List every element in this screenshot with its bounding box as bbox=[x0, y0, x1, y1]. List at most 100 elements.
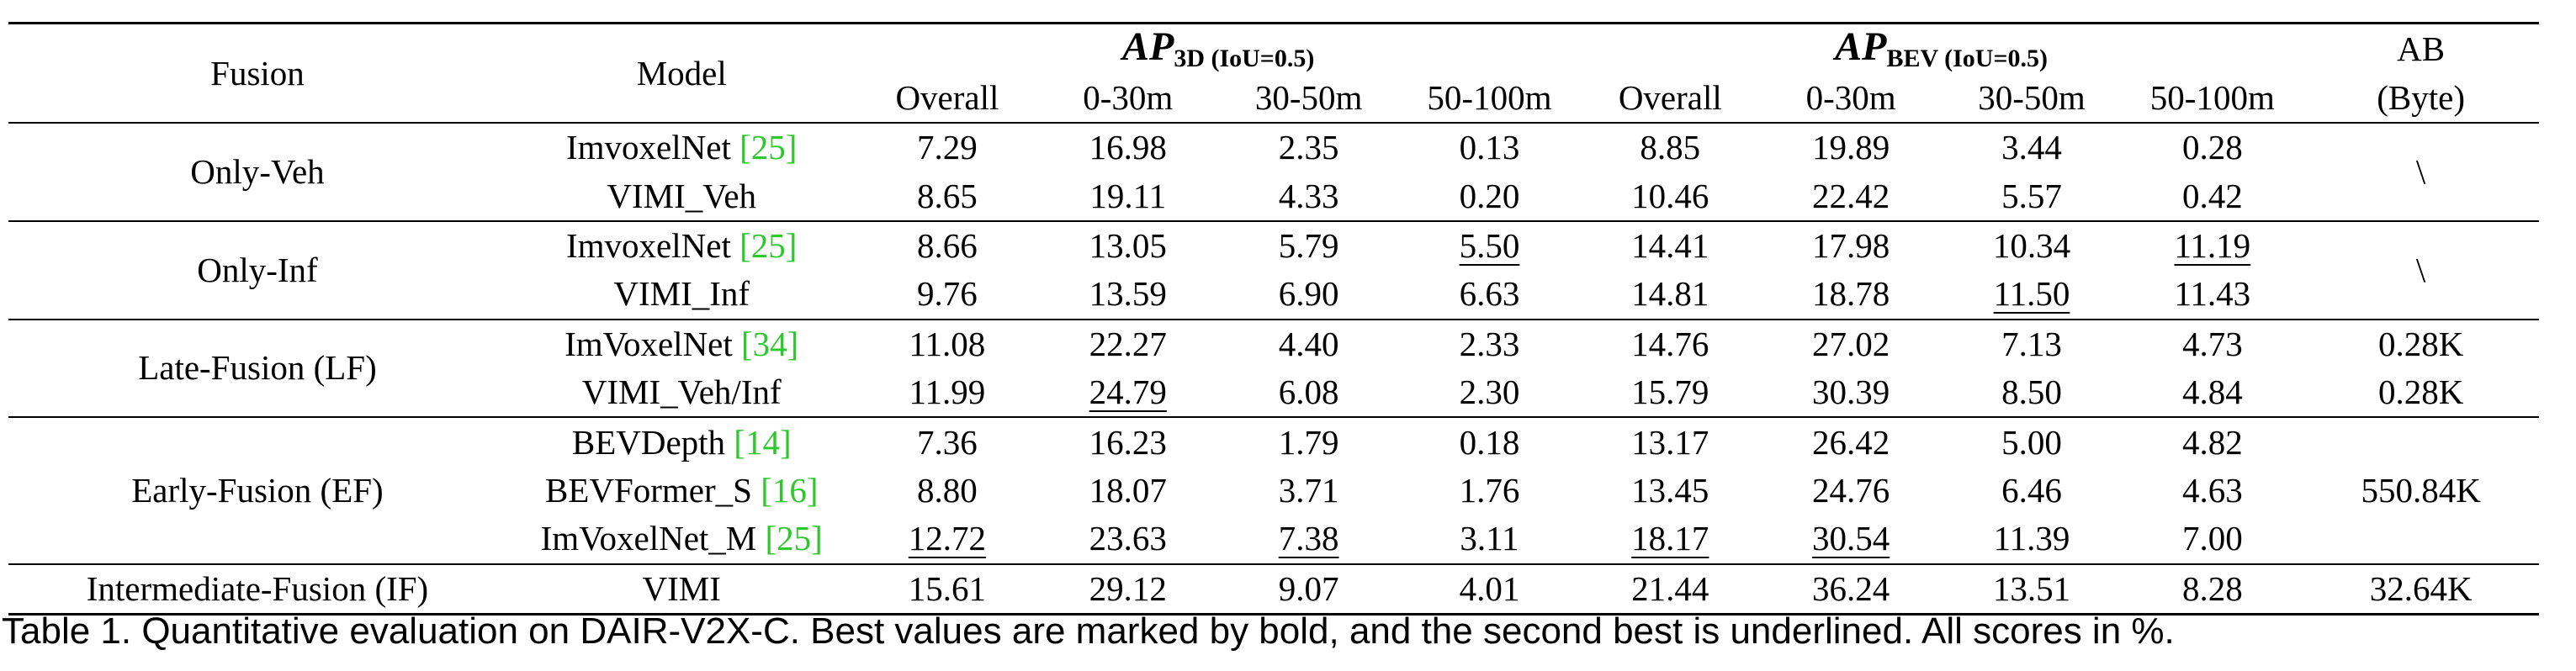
table-row: ImVoxelNet_M [25] 12.72 23.63 7.38 3.11 … bbox=[8, 515, 2539, 563]
value-cell: 18.07 bbox=[1089, 470, 1167, 510]
value-cell: 14.81 bbox=[1631, 274, 1709, 314]
citation-link[interactable]: [16] bbox=[761, 470, 819, 510]
ab-cell: 0.28K bbox=[2377, 372, 2464, 412]
value-cell: 2.35 bbox=[1218, 121, 1400, 172]
table-row: Early-Fusion (EF) BEVDepth [14] 7.36 16.… bbox=[8, 416, 2539, 564]
value-cell: 26.42 bbox=[1760, 416, 1942, 467]
value-cell: 19.89 bbox=[1760, 121, 1942, 172]
value-cell: 0.13 bbox=[1399, 121, 1580, 172]
value-cell: 4.82 bbox=[2122, 416, 2303, 467]
ab-cell: \ bbox=[2303, 219, 2539, 320]
header-apbev-sub: BEV (IoU=0.5) bbox=[1886, 44, 2049, 72]
value-cell: 14.41 bbox=[1579, 219, 1761, 271]
header-col: 30-50m bbox=[1218, 73, 1400, 124]
value-cell: 7.13 bbox=[1941, 318, 2123, 368]
value-cell: 11.19 bbox=[2122, 219, 2303, 271]
value-cell: 12.72 bbox=[908, 519, 987, 558]
value-cell: 6.46 bbox=[2001, 470, 2062, 510]
value-cell: 2.30 bbox=[1459, 372, 1520, 412]
fusion-cell: Only-Veh bbox=[8, 122, 506, 221]
value-cell: 4.63 bbox=[2181, 470, 2243, 510]
value-cell: 13.17 bbox=[1579, 416, 1761, 467]
value-cell: 3.44 bbox=[1941, 121, 2123, 172]
value-cell: 8.66 bbox=[856, 219, 1038, 271]
value-cell: 22.27 bbox=[1037, 318, 1219, 368]
value-cell: 15.61 bbox=[856, 563, 1038, 616]
citation-link[interactable]: [34] bbox=[741, 324, 799, 363]
value-cell: 8.65 bbox=[917, 176, 978, 215]
fusion-cell: Only-Inf bbox=[8, 219, 506, 320]
citation-link[interactable]: [25] bbox=[765, 519, 823, 558]
value-cell: 7.00 bbox=[2181, 519, 2243, 558]
model-cell: BEVFormer_S [16] bbox=[544, 470, 819, 510]
value-cell: 0.42 bbox=[2181, 176, 2243, 215]
header-fusion: Fusion bbox=[210, 53, 305, 92]
model-cell: VIMI_Veh bbox=[607, 176, 757, 215]
value-cell: 7.36 bbox=[856, 416, 1038, 467]
ab-cell: 550.84K bbox=[2303, 416, 2539, 564]
value-cell: 7.29 bbox=[856, 121, 1038, 172]
model-cell: VIMI bbox=[506, 563, 857, 616]
value-cell: 9.76 bbox=[917, 274, 978, 314]
value-cell: 0.28 bbox=[2122, 121, 2303, 172]
citation-link[interactable]: [25] bbox=[739, 128, 798, 167]
value-cell: 5.00 bbox=[1941, 416, 2123, 467]
value-cell: 11.39 bbox=[1993, 519, 2070, 558]
value-cell: 11.50 bbox=[1993, 274, 2070, 314]
value-cell: 36.24 bbox=[1760, 563, 1942, 616]
value-cell: 11.43 bbox=[2174, 274, 2251, 314]
value-cell: 30.54 bbox=[1812, 519, 1890, 558]
table-row: VIMI_Veh/Inf 11.99 24.79 6.08 2.30 15.79… bbox=[8, 368, 2539, 417]
model-cell: VIMI_Inf bbox=[613, 274, 750, 314]
value-cell: 0.18 bbox=[1399, 416, 1580, 467]
table-row: Intermediate-Fusion (IF) VIMI 15.61 29.1… bbox=[8, 563, 2539, 616]
header-ap3d-main: AP bbox=[1121, 24, 1174, 69]
header-col: 0-30m bbox=[1760, 73, 1942, 124]
model-cell: ImvoxelNet [25] bbox=[506, 121, 857, 172]
header-col: 50-100m bbox=[2122, 73, 2303, 124]
fusion-cell: Early-Fusion (EF) bbox=[8, 416, 506, 564]
value-cell: 24.79 bbox=[1089, 372, 1167, 412]
citation-link[interactable]: [14] bbox=[734, 422, 792, 462]
citation-link[interactable]: [25] bbox=[739, 225, 798, 265]
value-cell: 8.80 bbox=[917, 470, 978, 510]
header-ap3d-sub: 3D (IoU=0.5) bbox=[1174, 44, 1315, 72]
value-cell: 6.90 bbox=[1278, 274, 1339, 314]
header-apbev: APBEV (IoU=0.5) bbox=[1580, 24, 2303, 74]
value-cell: 1.79 bbox=[1218, 416, 1400, 467]
value-cell: 10.34 bbox=[1941, 219, 2123, 271]
fusion-cell: Late-Fusion (LF) bbox=[8, 318, 506, 418]
header-col: Overall bbox=[856, 73, 1038, 124]
value-cell: 14.76 bbox=[1579, 318, 1761, 368]
value-cell: 8.28 bbox=[2122, 563, 2303, 616]
results-table: Fusion Model AP3D (IoU=0.5) APBEV (IoU=0… bbox=[8, 22, 2539, 616]
value-cell: 8.85 bbox=[1579, 121, 1761, 172]
value-cell: 18.78 bbox=[1812, 274, 1890, 314]
value-cell: 18.17 bbox=[1631, 519, 1709, 558]
fusion-cell: Intermediate-Fusion (IF) bbox=[8, 563, 506, 616]
table-row: Late-Fusion (LF) ImVoxelNet [34] 11.08 2… bbox=[8, 318, 2539, 418]
value-cell: 11.99 bbox=[909, 372, 986, 412]
value-cell: 16.23 bbox=[1037, 416, 1219, 467]
value-cell: 11.08 bbox=[856, 318, 1038, 368]
value-cell: 6.08 bbox=[1278, 372, 1339, 412]
value-cell: 1.76 bbox=[1459, 470, 1520, 510]
model-cell: ImVoxelNet [34] bbox=[506, 318, 857, 368]
value-cell: 15.79 bbox=[1631, 372, 1709, 412]
value-cell: 2.33 bbox=[1399, 318, 1580, 368]
value-cell: 24.76 bbox=[1812, 470, 1890, 510]
header-col: 0-30m bbox=[1037, 73, 1219, 124]
header-ab: AB bbox=[2397, 29, 2446, 68]
value-cell: 17.98 bbox=[1760, 219, 1942, 271]
value-cell: 4.01 bbox=[1399, 563, 1580, 616]
table-row: BEVFormer_S [16] 8.80 18.07 3.71 1.76 13… bbox=[8, 467, 2539, 515]
table-row: VIMI_Inf 9.76 13.59 6.90 6.63 14.81 18.7… bbox=[8, 270, 2539, 319]
header-apbev-main: AP bbox=[1835, 24, 1887, 69]
value-cell: 6.63 bbox=[1459, 274, 1520, 314]
value-cell: 4.84 bbox=[2181, 372, 2243, 412]
value-cell: 30.39 bbox=[1812, 372, 1890, 412]
value-cell: 5.57 bbox=[2001, 176, 2062, 215]
value-cell: 0.20 bbox=[1459, 176, 1520, 215]
value-cell: 4.33 bbox=[1278, 176, 1339, 215]
